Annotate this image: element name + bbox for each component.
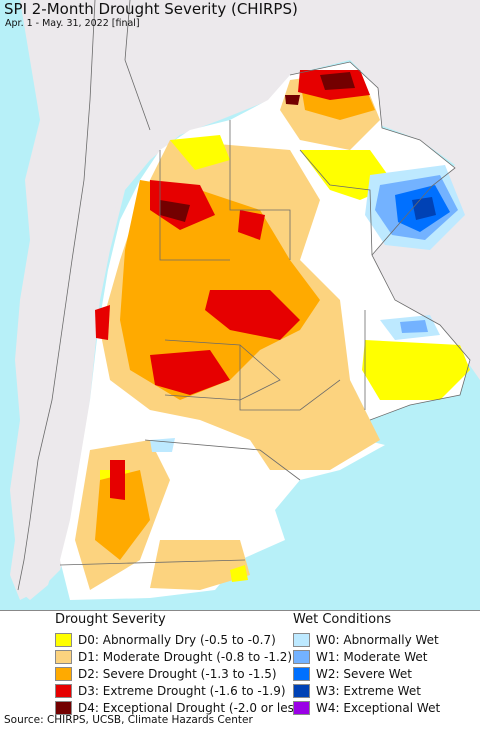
legend-label-d0: D0: Abnormally Dry (-0.5 to -0.7) [78, 632, 276, 647]
legend-label-w0: W0: Abnormally Wet [316, 632, 439, 647]
map-subtitle: Apr. 1 - May. 31, 2022 [final] [5, 18, 140, 29]
wet-patches [150, 165, 465, 452]
legend-divider [0, 610, 480, 611]
legend-item-d2: D2: Severe Drought (-1.3 to -1.5) [55, 665, 305, 682]
legend-item-d3: D3: Extreme Drought (-1.6 to -1.9) [55, 682, 305, 699]
legend-label-d2: D2: Severe Drought (-1.3 to -1.5) [78, 666, 277, 681]
legend-item-w4: W4: Exceptional Wet [293, 699, 440, 716]
legend-swatch-d4 [55, 700, 72, 715]
legend-label-w1: W1: Moderate Wet [316, 649, 428, 664]
legend-item-w2: W2: Severe Wet [293, 665, 440, 682]
legend-item-w0: W0: Abnormally Wet [293, 631, 440, 648]
legend-swatch-d1 [55, 649, 72, 664]
legend-swatch-d0 [55, 632, 72, 647]
legend-swatch-d3 [55, 683, 72, 698]
legend-label-d4: D4: Exceptional Drought (-2.0 or less) [78, 700, 305, 715]
legend-label-w3: W3: Extreme Wet [316, 683, 421, 698]
legend-swatch-d2 [55, 666, 72, 681]
wet-legend: Wet Conditions W0: Abnormally Wet W1: Mo… [293, 612, 440, 716]
legend-label-d1: D1: Moderate Drought (-0.8 to -1.2) [78, 649, 293, 664]
drought-legend: Drought Severity D0: Abnormally Dry (-0.… [55, 612, 305, 716]
legend-label-d3: D3: Extreme Drought (-1.6 to -1.9) [78, 683, 286, 698]
map-title: SPI 2-Month Drought Severity (CHIRPS) [4, 0, 298, 18]
drought-map [0, 0, 480, 610]
legend-item-d1: D1: Moderate Drought (-0.8 to -1.2) [55, 648, 305, 665]
legend-item-w1: W1: Moderate Wet [293, 648, 440, 665]
legend-swatch-w4 [293, 700, 310, 715]
legend-swatch-w0 [293, 632, 310, 647]
legend-item-d0: D0: Abnormally Dry (-0.5 to -0.7) [55, 631, 305, 648]
legend-item-w3: W3: Extreme Wet [293, 682, 440, 699]
legend-label-w2: W2: Severe Wet [316, 666, 412, 681]
legend-swatch-w3 [293, 683, 310, 698]
chile-land [18, 0, 150, 600]
legend-swatch-w1 [293, 649, 310, 664]
legend-swatch-w2 [293, 666, 310, 681]
drought-d4-patches [160, 72, 355, 222]
source-footer: Source: CHIRPS, UCSB, Climate Hazards Ce… [4, 714, 253, 726]
legend-item-d4: D4: Exceptional Drought (-2.0 or less) [55, 699, 305, 716]
wet-legend-title: Wet Conditions [293, 612, 392, 627]
borders [17, 0, 471, 591]
drought-legend-title: Drought Severity [55, 612, 166, 627]
legend-label-w4: W4: Exceptional Wet [316, 700, 441, 715]
map-area: SPI 2-Month Drought Severity (CHIRPS) Ap… [0, 0, 480, 610]
